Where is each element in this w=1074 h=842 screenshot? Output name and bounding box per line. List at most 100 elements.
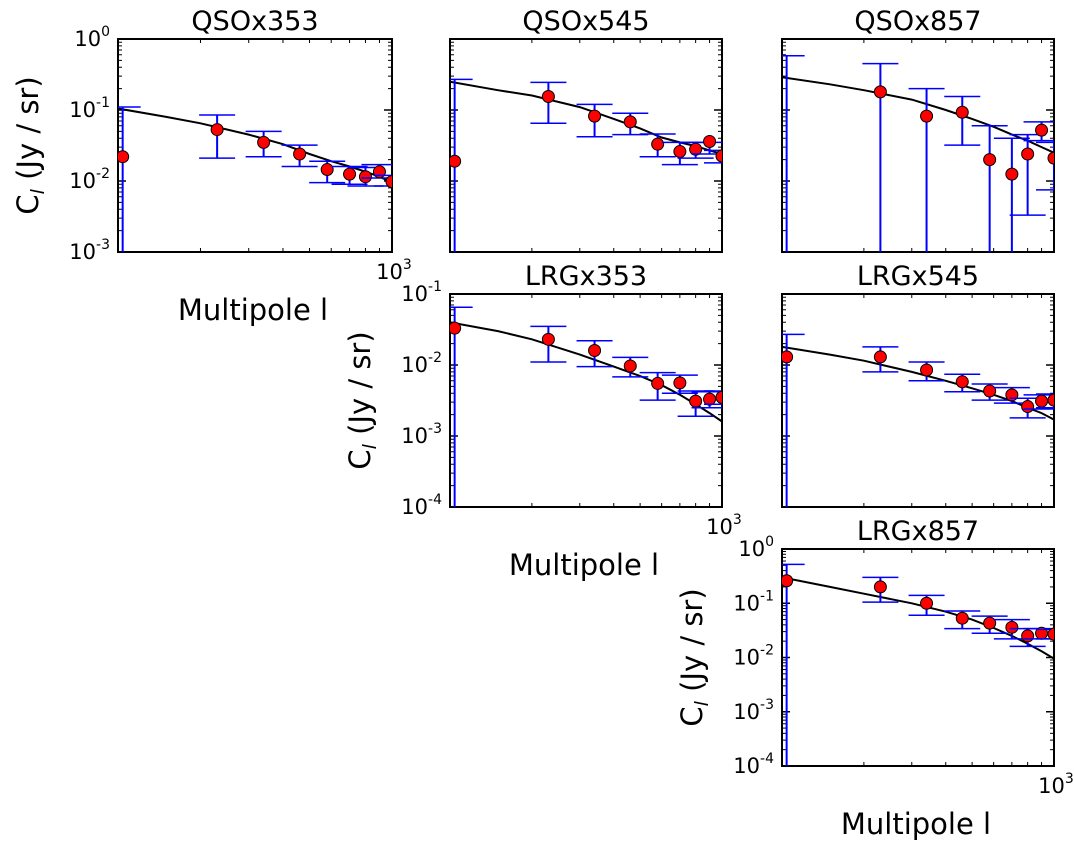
data-layer (450, 78, 722, 252)
data-point (450, 321, 462, 335)
data-point (1021, 147, 1035, 161)
y-axis-label: Cl (Jy / sr) (343, 331, 381, 469)
data-point (715, 390, 722, 404)
y-tick-label: 10-3 (733, 697, 774, 724)
y-tick-label: 10-3 (69, 237, 110, 264)
panel-title: LRGx545 (857, 261, 979, 292)
data-point (689, 142, 703, 156)
panel-5: LRGx857 10-4 10-3 10-2 10-1 100 103 Multipole l… (675, 516, 1074, 841)
data-layer (782, 55, 1054, 252)
data-point (873, 350, 887, 364)
data-point (782, 350, 794, 364)
data-point (651, 376, 665, 390)
data-point (320, 163, 334, 177)
x-axis-label: Multipole l (178, 293, 328, 327)
x-axis-label: Multipole l (841, 807, 991, 841)
y-tick-label: 10-1 (733, 588, 774, 615)
data-point (703, 135, 717, 149)
y-tick-label: 10-2 (733, 643, 774, 670)
data-point (358, 170, 372, 184)
plot-frame (449, 293, 723, 508)
data-point (873, 580, 887, 594)
y-axis-label: Cl (Jy / sr) (675, 588, 713, 726)
data-point (689, 394, 703, 408)
x-axis-label: Multipole l (509, 548, 659, 582)
data-point (983, 616, 997, 630)
data-point (623, 359, 637, 373)
plot-frame (117, 38, 393, 253)
data-point (1035, 123, 1049, 137)
panel-1: QSOx545 (449, 6, 723, 253)
data-layer (782, 563, 1054, 766)
data-point (673, 376, 687, 390)
data-point (1005, 620, 1019, 634)
y-tick-label: 100 (738, 534, 774, 561)
data-point (541, 332, 555, 346)
plot-frame (781, 548, 1055, 767)
data-point (983, 384, 997, 398)
data-point (920, 596, 934, 610)
y-tick-label: 10-2 (69, 166, 110, 193)
model-curve (782, 76, 1054, 154)
x-tick-label: 103 (376, 257, 412, 284)
data-point (920, 363, 934, 377)
data-point (920, 109, 934, 123)
y-tick-label: 10-4 (401, 492, 442, 519)
panel-4: LRGx545 (781, 261, 1055, 508)
data-point (1035, 394, 1049, 408)
data-layer (118, 106, 392, 252)
data-point (588, 109, 602, 123)
data-point (541, 89, 555, 103)
data-point (293, 147, 307, 161)
data-point (1005, 388, 1019, 402)
data-point (955, 611, 969, 625)
panel-title: QSOx353 (191, 6, 318, 37)
data-point (955, 375, 969, 389)
y-tick-label: 10-4 (733, 751, 774, 778)
data-point (715, 149, 722, 163)
data-point (673, 145, 687, 159)
y-tick-label: 10-3 (401, 421, 442, 448)
data-point (873, 85, 887, 99)
model-curve (450, 80, 722, 155)
plot-frame (449, 38, 723, 253)
data-point (1021, 400, 1035, 414)
data-point (1005, 167, 1019, 181)
x-tick-label: 103 (1038, 771, 1074, 798)
panel-2: QSOx857 (781, 6, 1055, 253)
panel-title: LRGx353 (525, 261, 647, 292)
data-point (588, 344, 602, 358)
data-point (955, 105, 969, 119)
y-axis-label: Cl (Jy / sr) (11, 76, 49, 214)
panel-title: LRGx857 (857, 516, 979, 547)
panel-0: QSOx353 10-3 10-2 10-1 100 103 Multipole l Cl (… (11, 6, 412, 327)
data-point (1047, 627, 1054, 641)
data-point (983, 153, 997, 167)
data-point (1021, 629, 1035, 643)
data-layer (782, 333, 1054, 507)
data-point (118, 150, 130, 164)
model-curve (450, 321, 722, 423)
data-point (257, 135, 271, 149)
data-point (782, 574, 794, 588)
data-point (1047, 151, 1054, 165)
data-point (703, 392, 717, 406)
panel-3: LRGx353 10-4 10-3 10-2 10-1 103 Multipole l Cl … (343, 261, 742, 582)
plot-frame (781, 38, 1055, 253)
data-point (210, 123, 224, 137)
y-tick-label: 10-2 (401, 350, 442, 377)
panel-title: QSOx545 (522, 6, 649, 37)
y-tick-label: 10-1 (401, 279, 442, 306)
data-point (623, 115, 637, 129)
data-layer (450, 306, 722, 507)
data-point (1047, 393, 1054, 407)
x-tick-label: 103 (706, 512, 742, 539)
data-point (385, 175, 392, 189)
y-tick-label: 100 (74, 24, 110, 51)
y-tick-label: 10-1 (69, 95, 110, 122)
panel-title: QSOx857 (854, 6, 981, 37)
data-point (343, 167, 357, 181)
data-point (651, 137, 665, 151)
model-curve (782, 345, 1054, 421)
